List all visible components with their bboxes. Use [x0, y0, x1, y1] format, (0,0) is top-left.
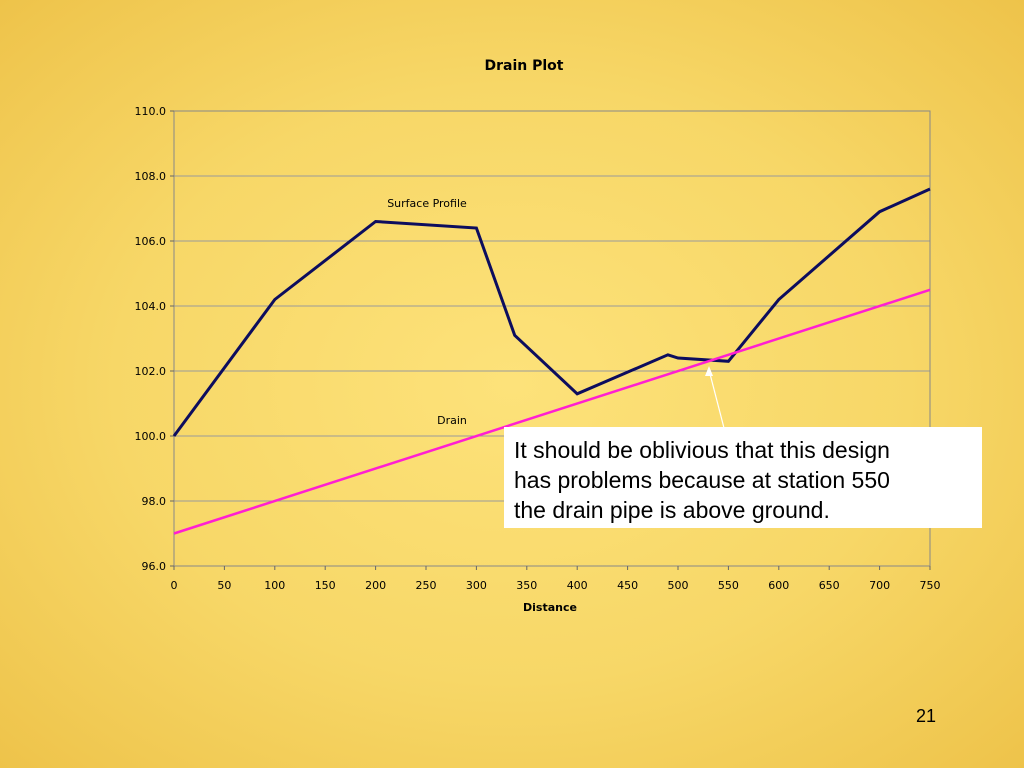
x-tick-label: 350: [516, 579, 537, 592]
callout-arrowhead: [705, 366, 713, 376]
x-tick-label: 550: [718, 579, 739, 592]
surface-profile-label: Surface Profile: [387, 197, 467, 210]
y-tick-label: 106.0: [135, 235, 167, 248]
drain-label: Drain: [437, 414, 467, 427]
y-tick-label: 110.0: [135, 105, 167, 118]
x-tick-label: 650: [819, 579, 840, 592]
x-tick-label: 500: [668, 579, 689, 592]
plot-area-frame: [173, 110, 931, 567]
y-tick-label: 108.0: [135, 170, 167, 183]
surface-profile-line: [172, 187, 931, 437]
drain-line: [173, 288, 931, 535]
x-tick-label: 300: [466, 579, 487, 592]
x-tick-label: 450: [617, 579, 638, 592]
y-axis-ticks: 96.0 98.0 100.0 102.0 104.0 106.0 108.0 110.0: [135, 105, 174, 573]
x-tick-label: 400: [567, 579, 588, 592]
x-tick-label: 50: [217, 579, 231, 592]
series-group: [172, 187, 931, 535]
x-tick-label: 150: [315, 579, 336, 592]
y-tick-label: 102.0: [135, 365, 167, 378]
callout-box: It should be oblivious that this design …: [504, 427, 982, 528]
x-tick-label: 700: [869, 579, 890, 592]
chart-title: Drain Plot: [485, 58, 564, 74]
x-tick-label: 750: [920, 579, 941, 592]
x-tick-label: 200: [365, 579, 386, 592]
slide-number: 21: [915, 706, 936, 726]
callout-line-2: has problems because at station 550: [514, 467, 890, 493]
x-axis-ticks: 0 50 100 150 200 250 300 350 400 450 500 550 600 650 7…: [171, 566, 941, 592]
callout-pointer-line: [708, 369, 725, 429]
y-tick-label: 104.0: [135, 300, 167, 313]
x-tick-label: 600: [768, 579, 789, 592]
y-tick-label: 96.0: [142, 560, 167, 573]
x-tick-label: 0: [171, 579, 178, 592]
x-tick-label: 100: [264, 579, 285, 592]
y-tick-label: 98.0: [142, 495, 167, 508]
x-axis-title: Distance: [523, 601, 577, 614]
x-tick-label: 250: [416, 579, 437, 592]
callout-line-1: It should be oblivious that this design: [514, 437, 890, 463]
callout-line-3: the drain pipe is above ground.: [514, 497, 830, 523]
y-tick-label: 100.0: [135, 430, 167, 443]
